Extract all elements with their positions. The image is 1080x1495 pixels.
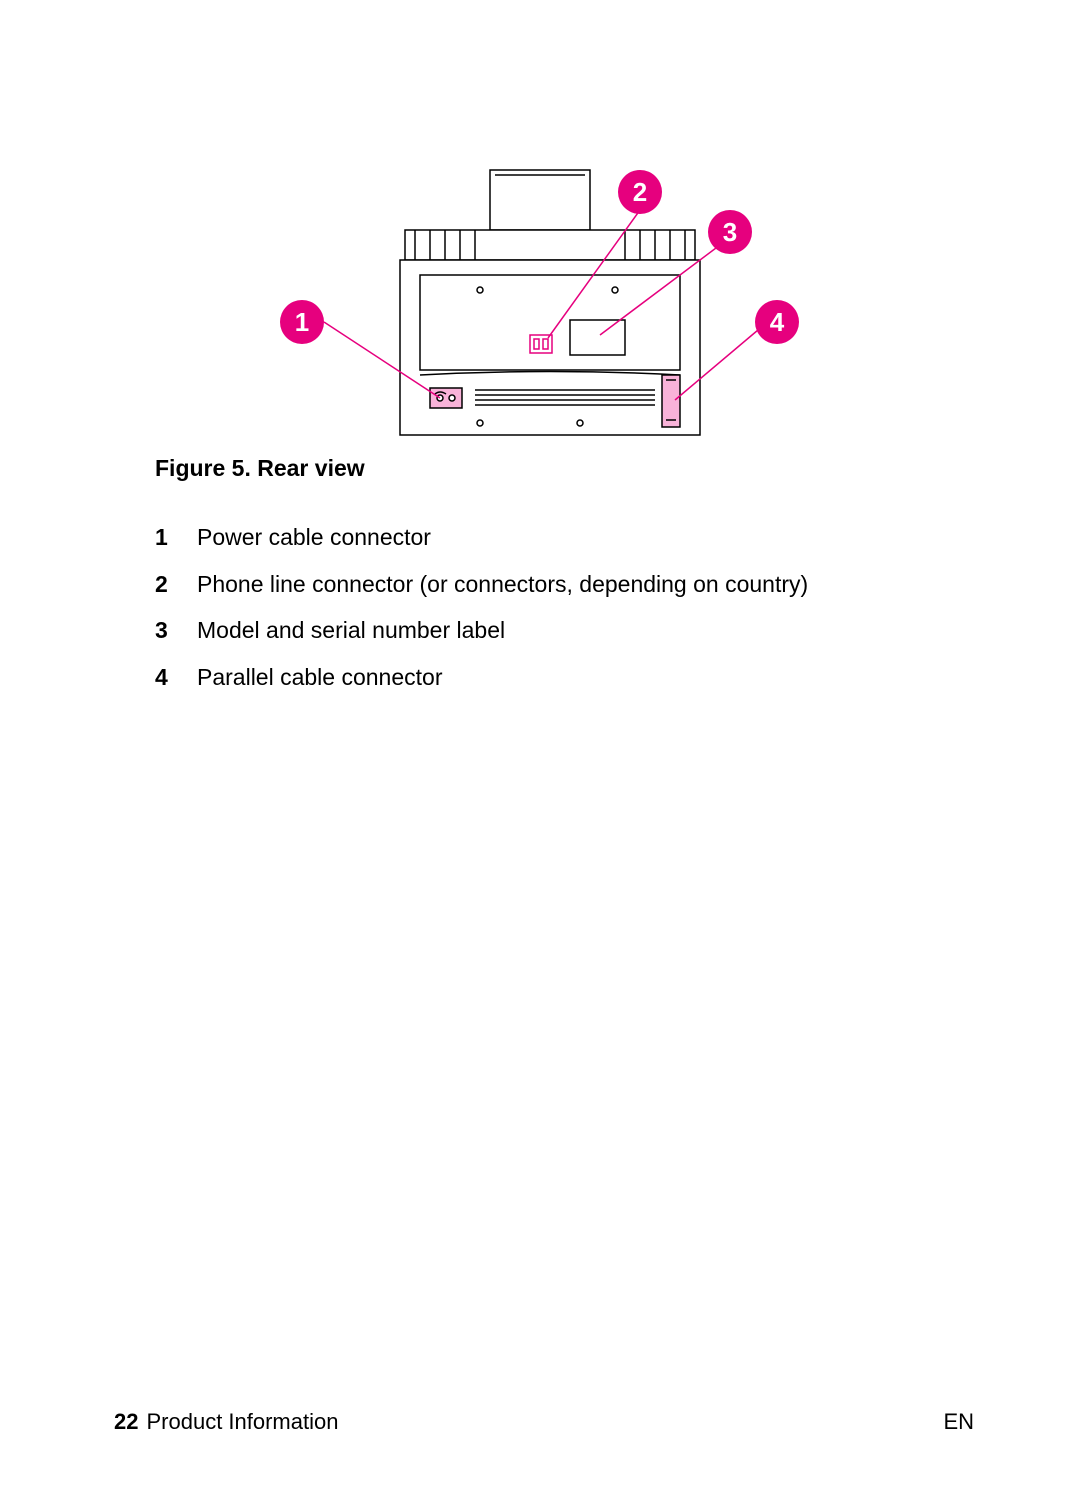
footer-lang: EN: [943, 1409, 974, 1435]
callout-2-num: 2: [633, 177, 647, 208]
legend-row: 3 Model and serial number label: [155, 613, 955, 648]
callout-3-num: 3: [723, 217, 737, 248]
section-title: Product Information: [146, 1409, 338, 1435]
legend-list: 1 Power cable connector 2 Phone line con…: [155, 520, 955, 706]
page-footer: 22 Product Information EN: [114, 1409, 974, 1435]
page-number: 22: [114, 1409, 138, 1435]
legend-text: Power cable connector: [197, 520, 431, 555]
callout-2: 2: [618, 170, 662, 214]
callout-1: 1: [280, 300, 324, 344]
legend-text: Model and serial number label: [197, 613, 505, 648]
callout-3: 3: [708, 210, 752, 254]
legend-num: 4: [155, 660, 197, 695]
rear-view-diagram: 1 2 3 4: [280, 150, 815, 490]
printer-svg: [280, 150, 815, 490]
legend-num: 1: [155, 520, 197, 555]
legend-text: Parallel cable connector: [197, 660, 442, 695]
legend-row: 2 Phone line connector (or connectors, d…: [155, 567, 955, 602]
footer-left: 22 Product Information: [114, 1409, 338, 1435]
callout-4: 4: [755, 300, 799, 344]
legend-row: 1 Power cable connector: [155, 520, 955, 555]
legend-num: 2: [155, 567, 197, 602]
callout-1-num: 1: [295, 307, 309, 338]
legend-num: 3: [155, 613, 197, 648]
callout-4-num: 4: [770, 307, 784, 338]
figure-caption: Figure 5. Rear view: [155, 455, 365, 482]
legend-row: 4 Parallel cable connector: [155, 660, 955, 695]
legend-text: Phone line connector (or connectors, dep…: [197, 567, 808, 602]
